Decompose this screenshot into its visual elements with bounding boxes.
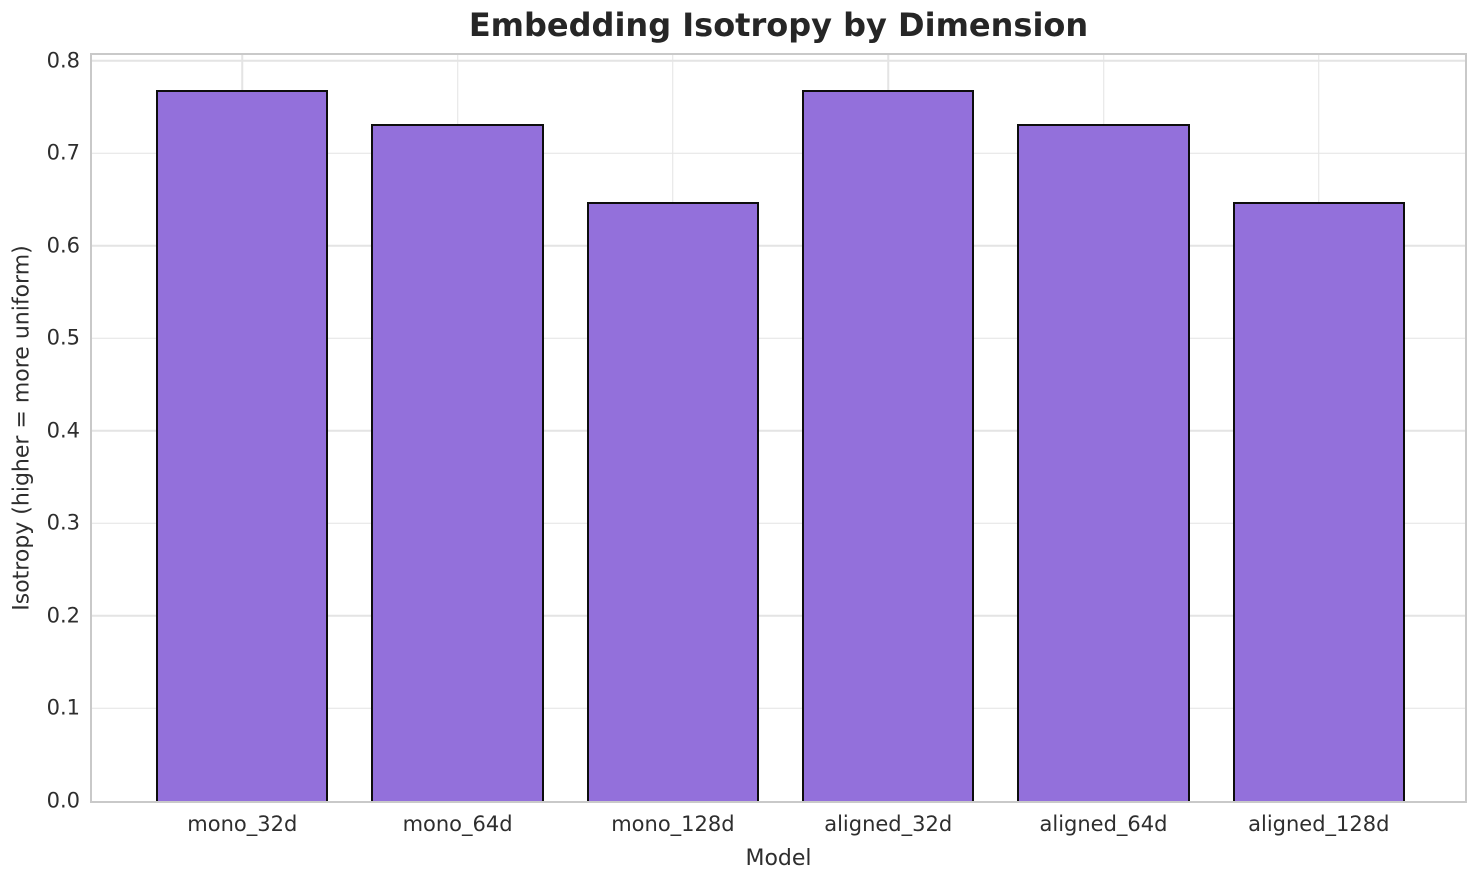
y-tick-label: 0.5 — [46, 325, 80, 350]
y-tick-label: 0.2 — [46, 603, 80, 628]
bar-mono_32d — [156, 90, 329, 801]
x-tick-label-aligned_128d: aligned_128d — [1248, 812, 1390, 836]
y-tick-label: 0.7 — [46, 140, 80, 165]
x-tick-label-mono_128d: mono_128d — [611, 812, 735, 836]
bar-aligned_128d — [1232, 202, 1405, 801]
bar-mono_64d — [371, 124, 544, 801]
y-tick-label: 0.8 — [46, 48, 80, 73]
x-axis-label: Model — [745, 846, 812, 871]
h-gridline — [92, 337, 1465, 339]
h-gridline — [92, 59, 1465, 62]
h-gridline — [92, 152, 1465, 154]
y-tick-label: 0.6 — [46, 233, 80, 258]
y-tick-label: 0.1 — [46, 695, 80, 720]
bar-aligned_64d — [1017, 124, 1190, 801]
h-gridline — [92, 707, 1465, 710]
x-tick-label-mono_64d: mono_64d — [402, 812, 513, 836]
x-tick-label-aligned_32d: aligned_32d — [824, 812, 953, 836]
y-tick-label: 0.0 — [46, 788, 80, 813]
bar-aligned_32d — [802, 90, 975, 801]
bar-mono_128d — [586, 202, 759, 801]
y-axis-label: Isotropy (higher = more uniform) — [9, 245, 35, 611]
x-tick-label-aligned_64d: aligned_64d — [1039, 812, 1168, 836]
x-tick-label-mono_32d: mono_32d — [187, 812, 298, 836]
h-gridline — [92, 430, 1465, 432]
y-tick-label: 0.3 — [46, 510, 80, 535]
y-tick-label: 0.4 — [46, 418, 80, 443]
plot-area: 0.0 0.1 0.2 0.3 0.4 0.5 0.6 0.7 0.8 mono_32d mono_… — [47, 50, 1467, 835]
h-gridline — [92, 522, 1465, 525]
chart-title: Embedding Isotropy by Dimension — [468, 6, 1089, 44]
h-gridline — [92, 615, 1465, 617]
h-gridline — [92, 244, 1465, 247]
